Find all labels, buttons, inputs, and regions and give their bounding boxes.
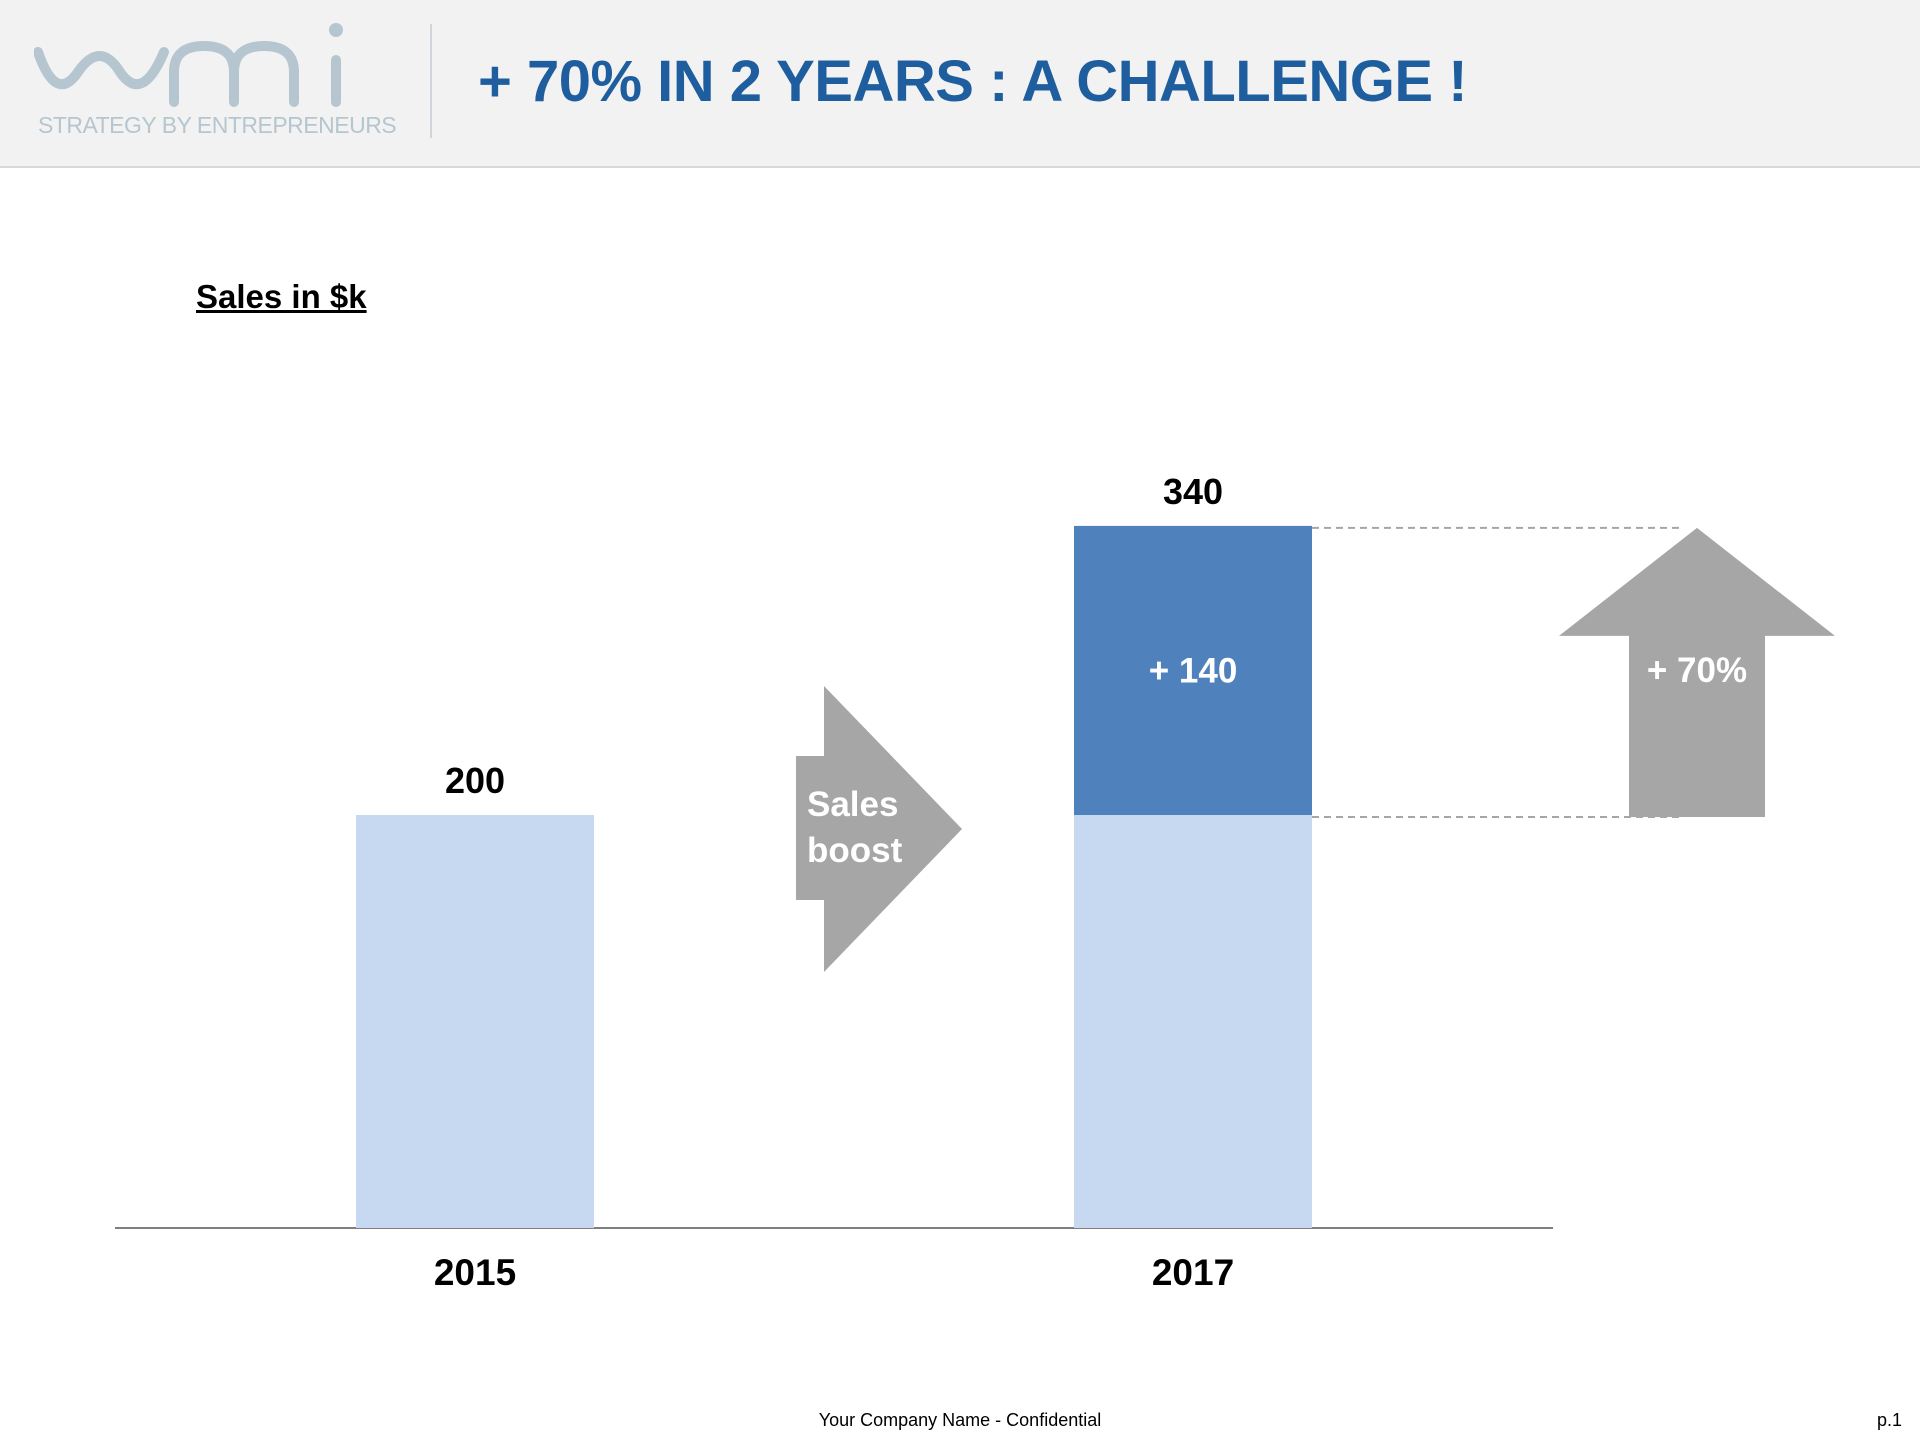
logo-tagline: STRATEGY BY ENTREPRENEURS <box>38 112 397 138</box>
footer-confidential: Your Company Name - Confidential <box>818 1410 1102 1430</box>
category-label-2015: 2015 <box>434 1252 516 1293</box>
header-divider <box>430 24 432 138</box>
growth-percent-label: + 70% <box>1647 651 1747 690</box>
wmi-logo <box>34 23 343 107</box>
slide-header: STRATEGY BY ENTREPRENEURS + 70% IN 2 YEA… <box>0 0 1920 168</box>
category-label-2017: 2017 <box>1152 1252 1234 1293</box>
increase-label: + 140 <box>1149 651 1238 690</box>
value-label-2015: 200 <box>445 760 505 801</box>
page-title: + 70% IN 2 YEARS : A CHALLENGE ! <box>478 49 1468 114</box>
sales-boost-label-line1: Sales <box>807 785 898 824</box>
chart-unit-label: Sales in $k <box>196 278 367 315</box>
sales-boost-arrow-icon <box>796 686 962 972</box>
growth-up-arrow-icon <box>1559 527 1835 817</box>
bar-2017-base <box>1074 815 1312 1228</box>
bar-2017-increase <box>1074 525 1312 815</box>
sales-boost-label-line2: boost <box>807 831 903 870</box>
value-label-2017: 340 <box>1163 471 1223 512</box>
bar-2015-base <box>356 815 594 1228</box>
page-number: p.1 <box>1876 1410 1902 1430</box>
